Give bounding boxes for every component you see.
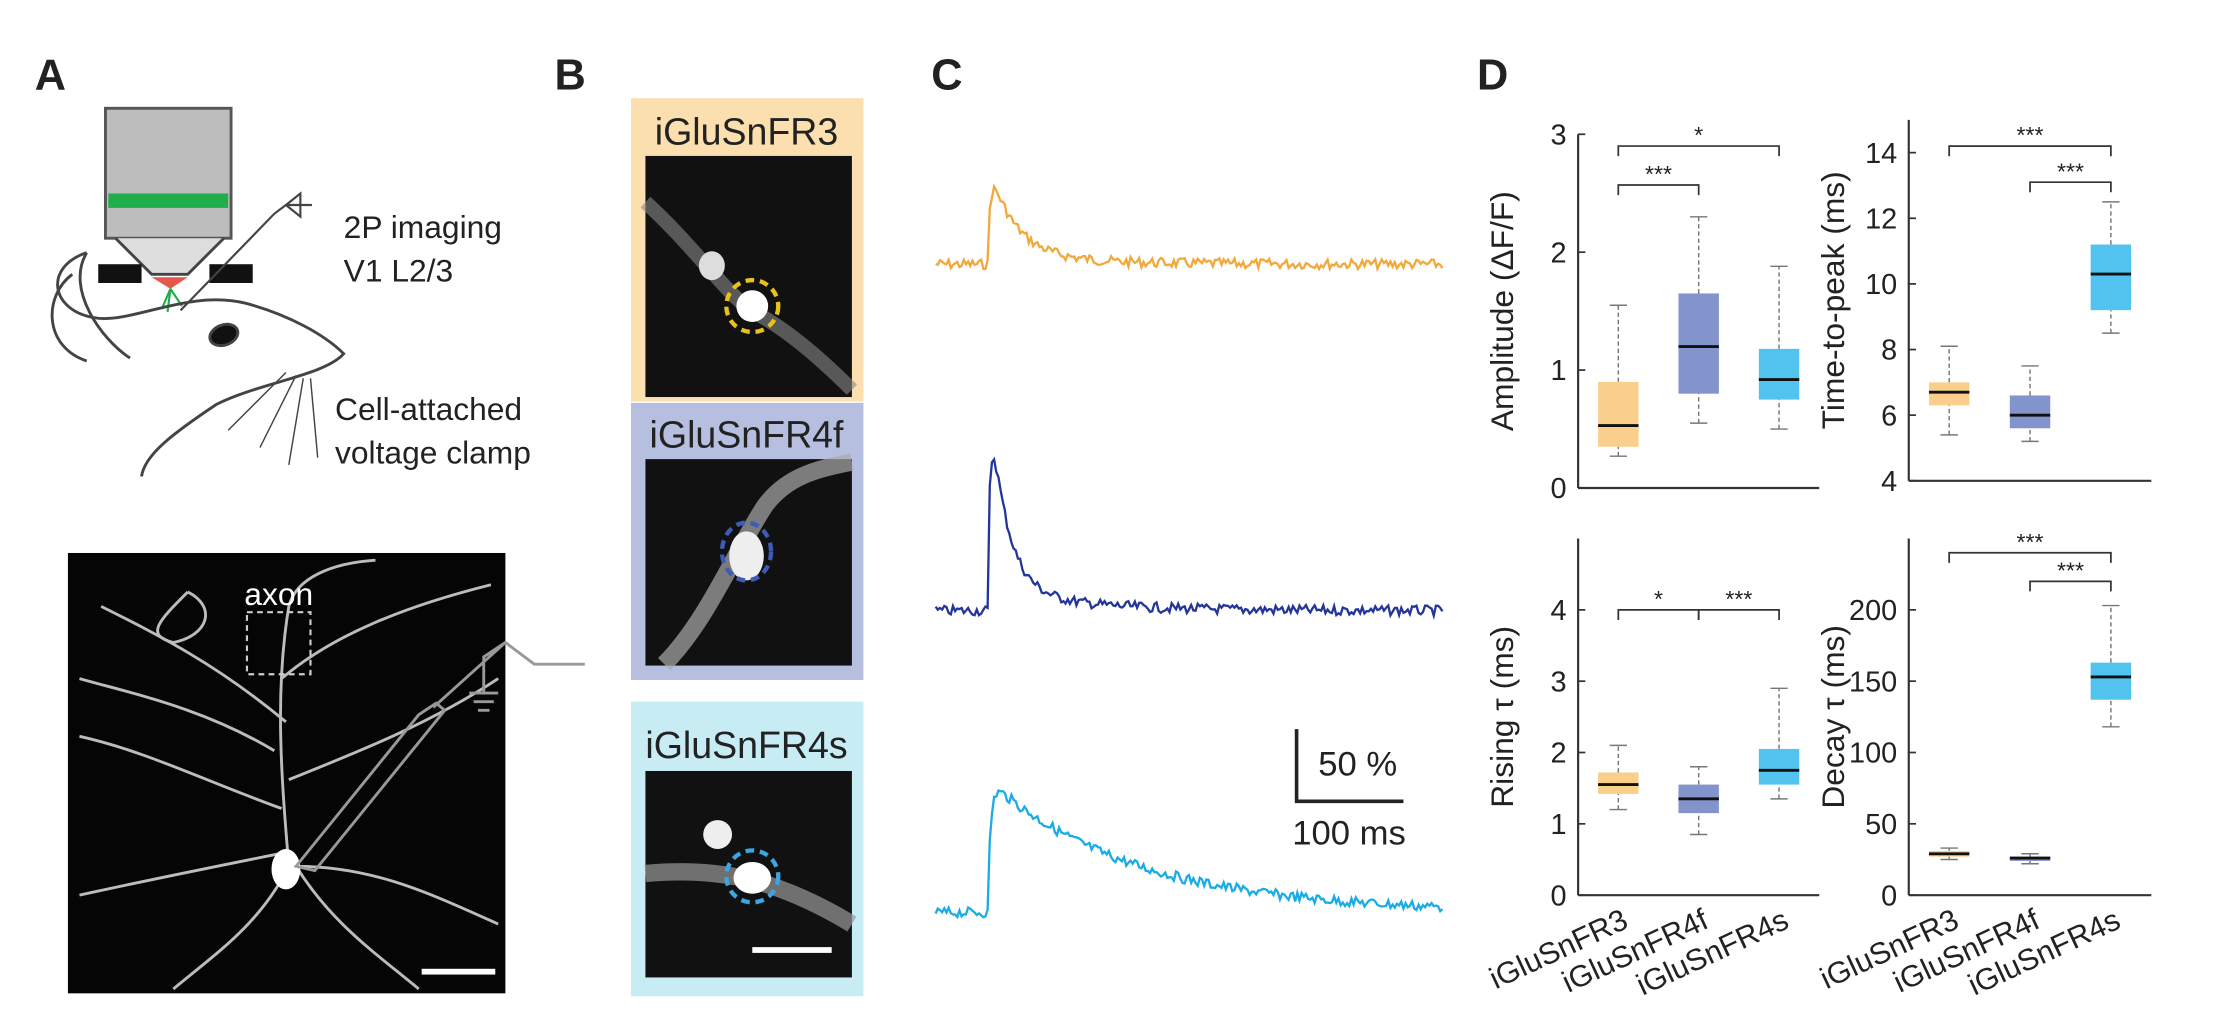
image-panels <box>630 98 864 997</box>
y-axis-label: Decay τ (ms) <box>1815 625 1851 809</box>
box <box>1928 382 1970 406</box>
significance-bracket <box>1697 608 1780 620</box>
y-tick-label: 3 <box>1551 666 1567 698</box>
y-tick-label: 10 <box>1865 269 1897 301</box>
scale-label: 50 % <box>1318 745 1397 783</box>
annotation: V1 L2/3 <box>344 253 453 289</box>
y-tick-label: 200 <box>1849 595 1897 627</box>
y-tick-label: 50 <box>1865 809 1897 841</box>
y-tick-label: 4 <box>1881 466 1897 498</box>
y-tick-label: 14 <box>1865 138 1897 170</box>
box <box>1758 348 1800 400</box>
y-axis-label: Time-to-peak (ms) <box>1815 171 1851 429</box>
significance-label: *** <box>1645 161 1672 187</box>
image-title: iGluSnFR4s <box>645 724 847 766</box>
box <box>1598 381 1639 447</box>
significance-bracket <box>1617 184 1700 196</box>
y-tick-label: 2 <box>1551 237 1567 269</box>
significance-label: *** <box>1725 586 1752 612</box>
image-title: iGluSnFR4f <box>650 414 844 456</box>
significance-label: * <box>1654 586 1663 612</box>
significance-label: *** <box>2017 122 2044 148</box>
y-tick-label: 1 <box>1551 809 1567 841</box>
annotation: Cell-attached <box>335 391 522 427</box>
box <box>2009 395 2051 429</box>
y-tick-label: 3 <box>1551 119 1567 151</box>
significance-label: *** <box>2057 158 2084 184</box>
y-tick-label: 2 <box>1551 738 1567 770</box>
significance-bracket <box>2029 181 2112 193</box>
y-tick-label: 6 <box>1881 400 1897 432</box>
y-tick-label: 12 <box>1865 203 1897 235</box>
y-tick-label: 0 <box>1551 880 1567 912</box>
significance-label: *** <box>2057 557 2084 583</box>
panel-label: D <box>1477 52 1508 100</box>
box <box>2090 244 2132 311</box>
panel-label: B <box>554 52 585 100</box>
image-title: iGluSnFR3 <box>655 110 838 152</box>
significance-label: *** <box>2017 529 2044 555</box>
box <box>1758 748 1800 785</box>
y-tick-label: 100 <box>1849 738 1897 770</box>
neuron-image <box>67 552 585 994</box>
box <box>1678 293 1719 394</box>
traces <box>934 183 1444 920</box>
significance-bracket <box>1617 145 1780 157</box>
y-axis-label: Amplitude (ΔF/F) <box>1484 191 1520 431</box>
significance-bracket <box>1948 551 2112 563</box>
annotation: 2P imaging <box>344 209 502 245</box>
trace <box>934 456 1444 621</box>
panel-label: C <box>931 52 962 100</box>
trace <box>935 183 1444 273</box>
significance-bracket <box>1948 145 2112 157</box>
y-tick-label: 0 <box>1881 880 1897 912</box>
significance-label: * <box>1694 122 1703 148</box>
significance-bracket <box>2029 580 2112 592</box>
annotation: voltage clamp <box>335 434 531 470</box>
y-axis-label: Rising τ (ms) <box>1484 626 1520 808</box>
y-tick-label: 150 <box>1849 666 1897 698</box>
scale-label: 100 ms <box>1292 815 1406 853</box>
y-tick-label: 4 <box>1551 595 1567 627</box>
y-tick-label: 0 <box>1551 473 1567 505</box>
y-tick-label: 8 <box>1881 335 1897 367</box>
panel-label: A <box>35 52 66 100</box>
y-tick-label: 1 <box>1551 355 1567 387</box>
box <box>2090 662 2132 700</box>
schematic <box>50 106 346 477</box>
trace <box>934 788 1444 920</box>
annotation: axon <box>244 576 313 612</box>
scale-bar <box>1294 729 1404 804</box>
